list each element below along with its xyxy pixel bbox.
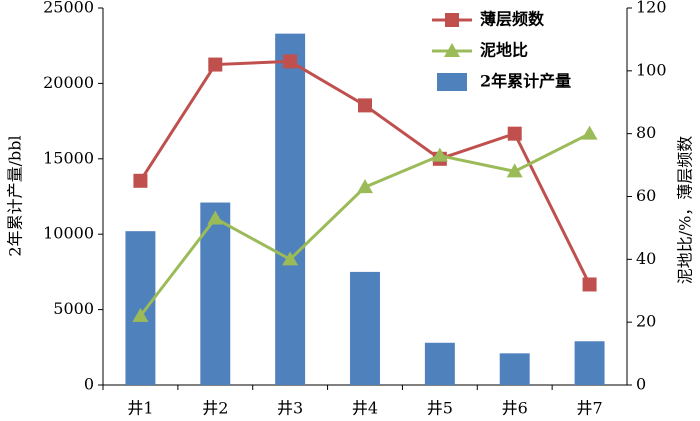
- bar: [574, 341, 605, 385]
- legend-label: 薄层频数: [480, 10, 545, 29]
- x-tick-label: 井4: [352, 399, 378, 418]
- legend-label: 2年累计产量: [480, 72, 571, 91]
- x-tick-label: 井7: [576, 399, 602, 418]
- line-marker: [132, 307, 149, 322]
- line-marker: [207, 210, 224, 225]
- line-marker: [133, 173, 148, 188]
- legend-label: 泥地比: [480, 41, 528, 60]
- x-tick-label: 井5: [427, 399, 453, 418]
- bar: [275, 33, 306, 386]
- line-marker: [357, 179, 373, 194]
- y2-tick-label: 80: [636, 123, 656, 142]
- y2-axis-title: 泥地比/%，薄层频数: [676, 136, 695, 285]
- y2-tick-label: 60: [636, 186, 656, 205]
- bar: [499, 353, 530, 385]
- y-tick-label: 5000: [53, 299, 94, 318]
- y2-tick-label: 120: [636, 0, 667, 17]
- y2-tick-label: 20: [636, 312, 656, 331]
- line-marker: [283, 54, 298, 69]
- y-tick-label: 25000: [43, 0, 94, 17]
- x-tick-label: 井1: [127, 399, 153, 418]
- x-tick-label: 井2: [202, 399, 228, 418]
- y2-tick-label: 100: [636, 60, 667, 79]
- legend-marker: [445, 13, 459, 27]
- line-marker: [581, 125, 598, 140]
- line-marker: [431, 147, 448, 162]
- y-axis-title: 2年累计产量/bbl: [6, 135, 25, 256]
- line-marker: [582, 277, 597, 292]
- legend-swatch: [437, 73, 467, 91]
- legend-marker: [444, 43, 460, 57]
- x-tick-label: 井6: [502, 399, 528, 418]
- x-tick-label: 井3: [277, 399, 303, 418]
- line-marker: [282, 251, 299, 266]
- line-marker: [506, 163, 523, 178]
- y-tick-label: 15000: [43, 148, 94, 167]
- bar: [350, 271, 380, 385]
- line-marker: [358, 98, 372, 113]
- y-tick-label: 0: [84, 375, 94, 394]
- line-marker: [507, 126, 522, 141]
- y2-tick-label: 0: [636, 375, 646, 394]
- bar: [424, 342, 455, 385]
- y2-tick-label: 40: [636, 249, 656, 268]
- line-marker: [208, 57, 223, 72]
- y-tick-label: 20000: [43, 73, 94, 92]
- y-tick-label: 10000: [43, 224, 94, 243]
